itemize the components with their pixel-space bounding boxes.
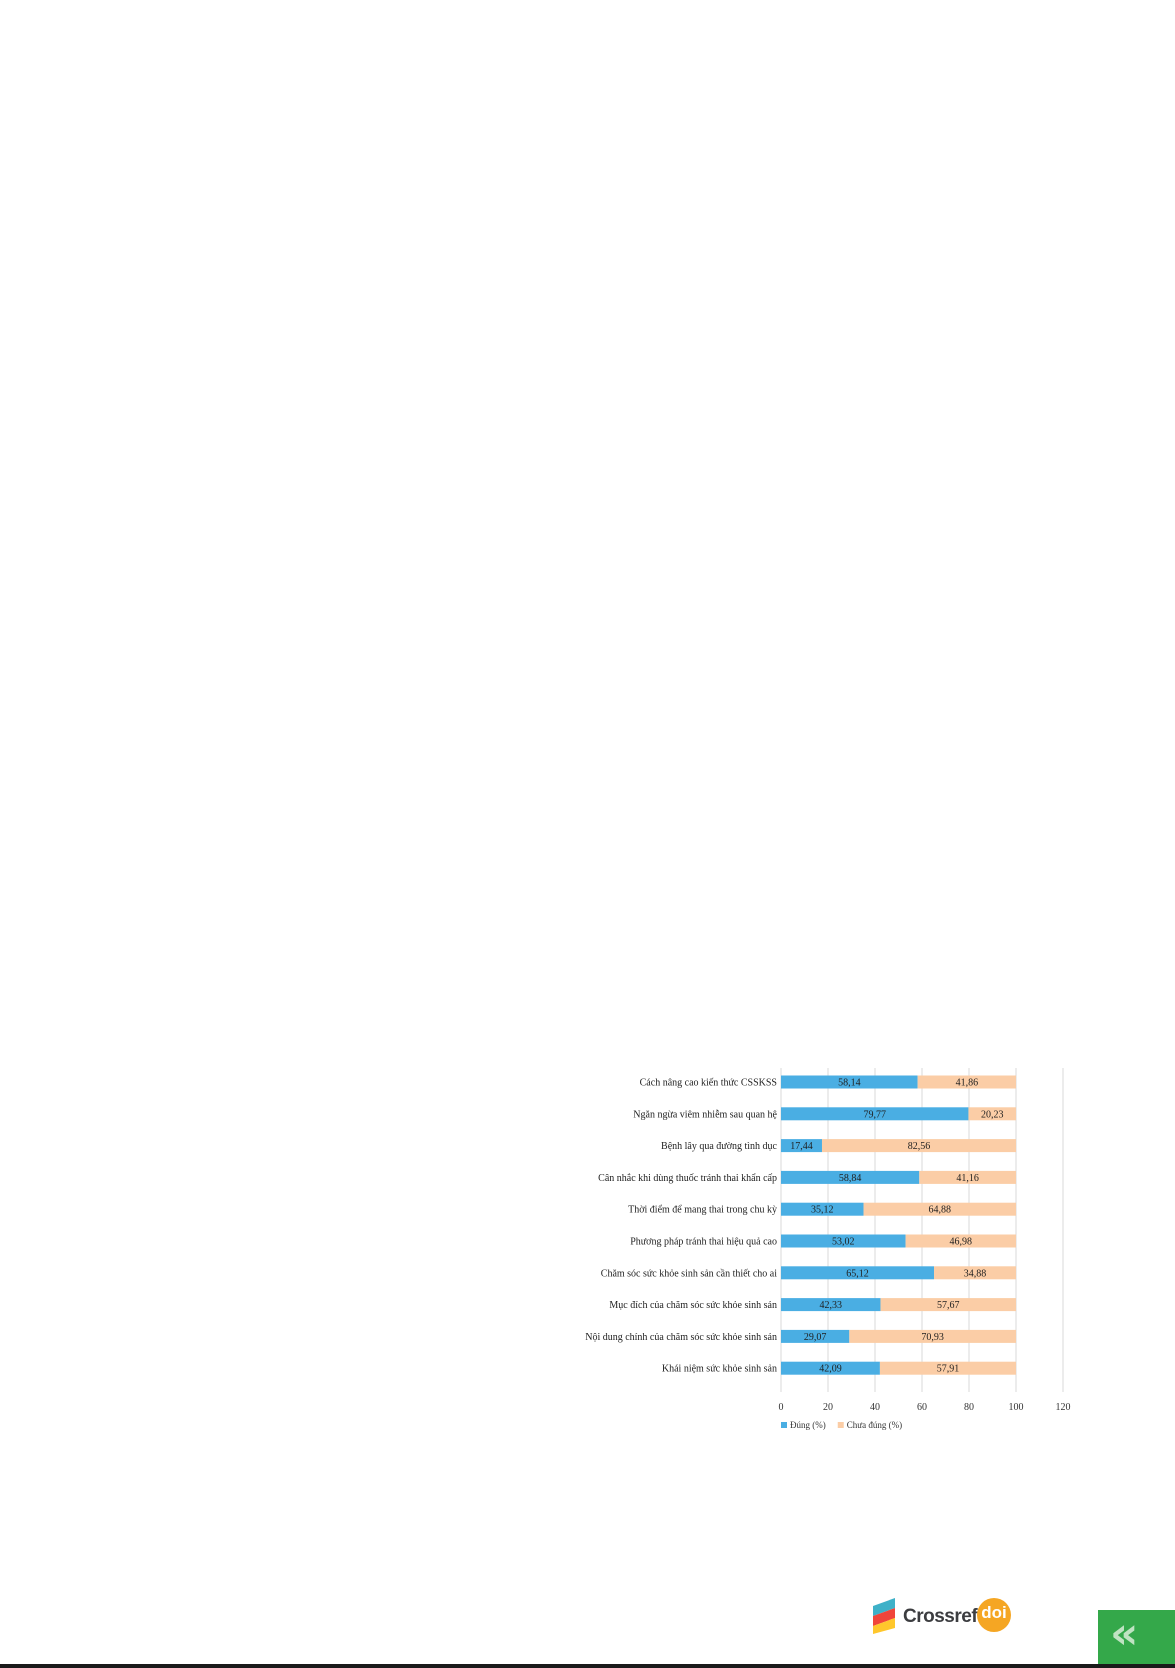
data-label-incorrect: 41,86 (956, 1078, 979, 1089)
data-label-incorrect: 41,16 (956, 1173, 979, 1184)
bar-incorrect (821, 1139, 1016, 1153)
chart-bars (781, 1075, 1016, 1375)
chart-value-labels: 58,14 41,86 79,77 20,23 17,44 82,56 58,84 41,16… (790, 1078, 1003, 1375)
data-label-incorrect: 46,98 (950, 1237, 973, 1248)
bar-incorrect (863, 1202, 1016, 1216)
data-label-correct: 29,07 (804, 1332, 827, 1343)
bar-correct (781, 1139, 822, 1153)
category-label: Chăm sóc sức khỏe sinh sản cần thiết cho… (601, 1268, 777, 1279)
crossref-mark-icon (873, 1598, 895, 1634)
bar-incorrect (849, 1329, 1016, 1343)
x-tick-label: 0 (779, 1402, 784, 1413)
doi-badge (977, 1598, 1011, 1632)
x-tick-label: 40 (870, 1402, 880, 1413)
data-label-incorrect: 20,23 (981, 1109, 1004, 1120)
bar-incorrect (905, 1234, 1016, 1248)
bar-correct (781, 1361, 880, 1375)
crossref-wordmark: Crossref (903, 1606, 978, 1627)
category-label: Cách nâng cao kiến thức CSSKSS (640, 1078, 777, 1089)
category-label: Nội dung chính của chăm sóc sức khỏe sin… (585, 1332, 777, 1343)
data-label-correct: 35,12 (811, 1205, 834, 1216)
category-label: Bệnh lây qua đường tình dục (661, 1141, 778, 1152)
bar-correct (781, 1234, 906, 1248)
bar-correct (781, 1170, 920, 1184)
crossref-doi-logo[interactable]: Crossref doi (873, 1596, 1013, 1636)
page-bottom-rule (0, 1664, 1175, 1668)
x-tick-label: 20 (823, 1402, 833, 1413)
x-tick-label: 100 (1009, 1402, 1024, 1413)
bar-correct (781, 1202, 864, 1216)
data-label-incorrect: 57,67 (937, 1300, 960, 1311)
legend-label: Đúng (%) (790, 1420, 826, 1430)
bar-incorrect (968, 1107, 1016, 1121)
x-tick-label: 60 (917, 1402, 927, 1413)
bar-correct (781, 1107, 969, 1121)
data-label-incorrect: 34,88 (964, 1268, 987, 1279)
data-label-correct: 65,12 (846, 1268, 869, 1279)
chart-legend: Đúng (%) Chưa đúng (%) (781, 1420, 902, 1430)
back-navigation-tab[interactable]: « (1098, 1610, 1175, 1665)
data-label-correct: 42,33 (819, 1300, 842, 1311)
category-label: Ngăn ngừa viêm nhiễm sau quan hệ (633, 1109, 777, 1120)
data-label-correct: 53,02 (832, 1237, 855, 1248)
double-chevron-left-icon: « (1110, 1608, 1139, 1659)
doi-wordmark: doi (981, 1603, 1007, 1622)
chart-gridlines (780, 1068, 1064, 1392)
data-label-incorrect: 57,91 (937, 1364, 960, 1375)
data-label-incorrect: 70,93 (921, 1332, 944, 1343)
bar-incorrect (934, 1266, 1016, 1280)
category-label: Mục đích của chăm sóc sức khỏe sinh sản (609, 1300, 777, 1311)
bar-incorrect (879, 1361, 1016, 1375)
data-label-incorrect: 64,88 (929, 1205, 952, 1216)
x-tick-label: 120 (1056, 1402, 1071, 1413)
category-label: Cân nhắc khi dùng thuốc tránh thai khẩn … (598, 1173, 777, 1184)
chart-category-labels: Cách nâng cao kiến thức CSSKSS Ngăn ngừa … (585, 1078, 777, 1375)
category-label: Khái niệm sức khỏe sinh sản (662, 1364, 777, 1375)
legend-label: Chưa đúng (%) (847, 1420, 902, 1430)
category-label: Thời điểm để mang thai trong chu kỳ (628, 1205, 777, 1216)
data-label-correct: 79,77 (863, 1109, 886, 1120)
bar-correct (781, 1329, 850, 1343)
bar-incorrect (919, 1170, 1016, 1184)
legend-swatch (781, 1422, 787, 1428)
data-label-correct: 17,44 (790, 1141, 813, 1152)
bar-incorrect (917, 1075, 1016, 1089)
chart-x-tick-labels: 0 20 40 60 80 100 120 (779, 1402, 1071, 1413)
x-tick-label: 80 (964, 1402, 974, 1413)
bar-incorrect (880, 1298, 1016, 1312)
data-label-correct: 42,09 (819, 1364, 842, 1375)
bar-correct (781, 1075, 918, 1089)
bar-correct (781, 1266, 935, 1280)
data-label-correct: 58,84 (839, 1173, 862, 1184)
data-label-correct: 58,14 (838, 1078, 861, 1089)
legend-swatch (837, 1422, 844, 1428)
data-label-incorrect: 82,56 (908, 1141, 931, 1152)
bar-correct (781, 1298, 881, 1312)
category-label: Phương pháp tránh thai hiệu quả cao (630, 1237, 777, 1248)
